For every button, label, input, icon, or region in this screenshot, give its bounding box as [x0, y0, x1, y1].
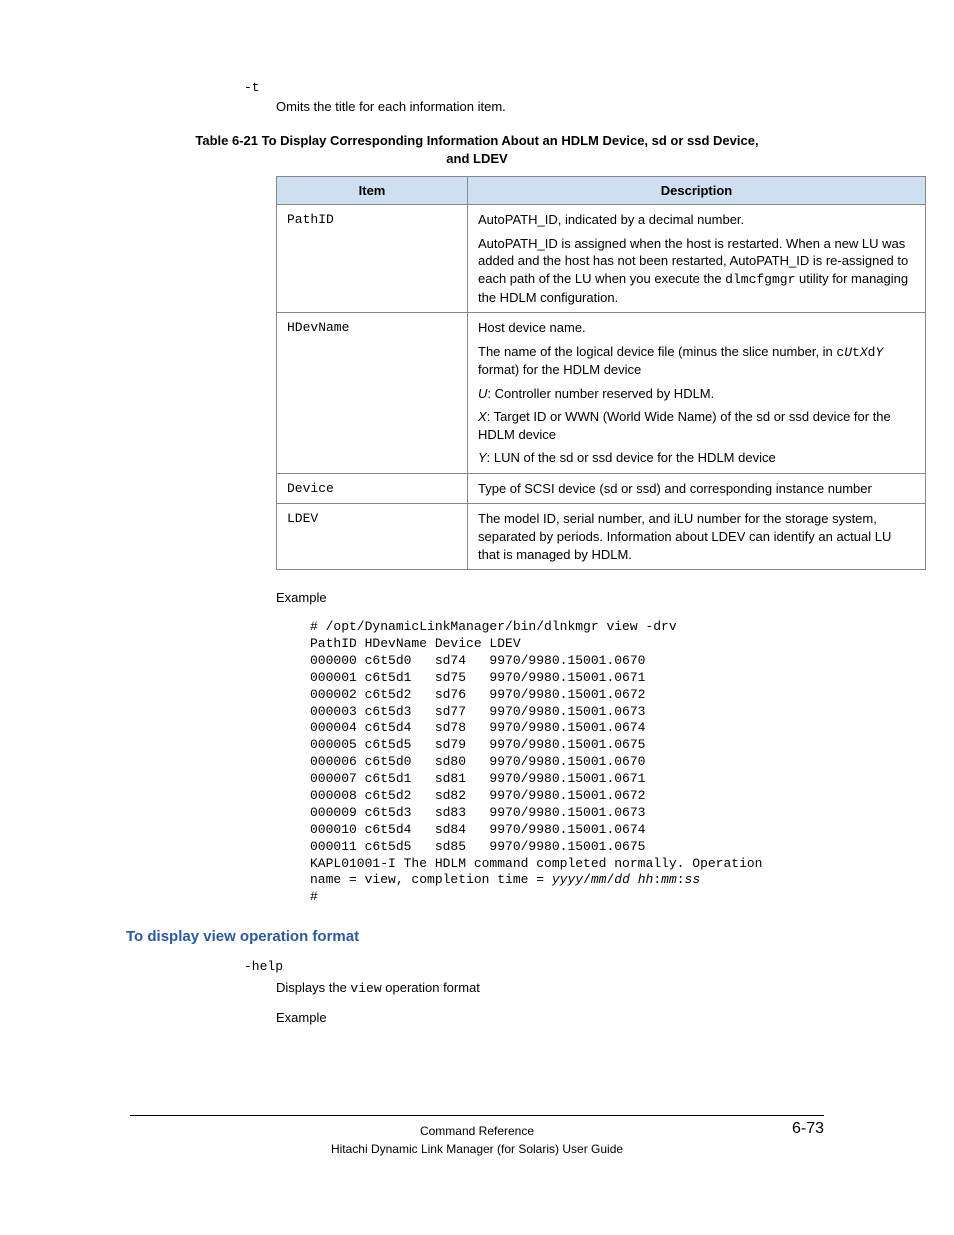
code-line: PathID HDevName Device LDEV: [310, 636, 521, 651]
desc-part: : Controller number reserved by HDLM.: [487, 386, 714, 401]
code-line: 000002 c6t5d2 sd76 9970/9980.15001.0672: [310, 687, 645, 702]
page-footer: Command Reference Hitachi Dynamic Link M…: [130, 1115, 824, 1158]
code-line: #: [310, 889, 318, 904]
inline-code: dlmcfgmgr: [725, 272, 795, 287]
cell-item: LDEV: [277, 504, 468, 570]
code-line: 000011 c6t5d5 sd85 9970/9980.15001.0675: [310, 839, 645, 854]
code-block: # /opt/DynamicLinkManager/bin/dlnkmgr vi…: [310, 619, 864, 906]
inline-var: U: [478, 386, 487, 401]
page-number: 6-73: [792, 1120, 824, 1138]
code-line: 000005 c6t5d5 sd79 9970/9980.15001.0675: [310, 737, 645, 752]
table-row: PathID AutoPATH_ID, indicated by a decim…: [277, 205, 926, 313]
code-line: 000006 c6t5d0 sd80 9970/9980.15001.0670: [310, 754, 645, 769]
code-line: 000007 c6t5d1 sd81 9970/9980.15001.0671: [310, 771, 645, 786]
code-line: 000004 c6t5d4 sd78 9970/9980.15001.0674: [310, 720, 645, 735]
option-help-description: Displays the view operation format: [276, 980, 864, 996]
cell-item: PathID: [277, 205, 468, 313]
inline-var: U: [844, 345, 852, 360]
table-caption: Table 6-21 To Display Corresponding Info…: [187, 132, 767, 168]
inline-var: X: [860, 345, 868, 360]
desc-text: AutoPATH_ID is assigned when the host is…: [478, 235, 915, 306]
desc-part: : Target ID or WWN (World Wide Name) of …: [478, 409, 891, 442]
example-label: Example: [276, 1010, 864, 1025]
desc-text: AutoPATH_ID, indicated by a decimal numb…: [478, 211, 915, 229]
cell-description: Type of SCSI device (sd or ssd) and corr…: [468, 473, 926, 504]
cell-description: Host device name. The name of the logica…: [468, 313, 926, 474]
desc-text: Y: LUN of the sd or ssd device for the H…: [478, 449, 915, 467]
footer-title: Command Reference: [130, 1122, 824, 1140]
code-line: 000009 c6t5d3 sd83 9970/9980.15001.0673: [310, 805, 645, 820]
footer-subtitle: Hitachi Dynamic Link Manager (for Solari…: [130, 1140, 824, 1158]
option-t: -t: [244, 80, 864, 95]
code-line: name = view, completion time = yyyy/mm/d…: [310, 872, 700, 887]
option-help: -help: [244, 959, 864, 974]
inline-var: X: [478, 409, 487, 424]
desc-part: Displays the: [276, 980, 350, 995]
info-table: Item Description PathID AutoPATH_ID, ind…: [276, 176, 926, 570]
inline-var: Y: [875, 345, 883, 360]
table-row: Device Type of SCSI device (sd or ssd) a…: [277, 473, 926, 504]
option-t-description: Omits the title for each information ite…: [276, 99, 864, 114]
desc-text: X: Target ID or WWN (World Wide Name) of…: [478, 408, 915, 443]
inline-var: Y: [478, 450, 487, 465]
desc-part: format) for the HDLM device: [478, 362, 641, 377]
cell-item: Device: [277, 473, 468, 504]
code-line: # /opt/DynamicLinkManager/bin/dlnkmgr vi…: [310, 619, 677, 634]
desc-part: The name of the logical device file (min…: [478, 344, 836, 359]
section-heading: To display view operation format: [126, 928, 864, 945]
cell-description: The model ID, serial number, and iLU num…: [468, 504, 926, 570]
code-line: 000001 c6t5d1 sd75 9970/9980.15001.0671: [310, 670, 645, 685]
cell-description: AutoPATH_ID, indicated by a decimal numb…: [468, 205, 926, 313]
desc-text: Host device name.: [478, 319, 915, 337]
col-header-description: Description: [468, 177, 926, 205]
code-line: 000003 c6t5d3 sd77 9970/9980.15001.0673: [310, 704, 645, 719]
example-label: Example: [276, 590, 864, 605]
desc-text: U: Controller number reserved by HDLM.: [478, 385, 915, 403]
desc-text: The name of the logical device file (min…: [478, 343, 915, 379]
inline-code: view: [350, 981, 381, 996]
code-line: 000008 c6t5d2 sd82 9970/9980.15001.0672: [310, 788, 645, 803]
desc-part: operation format: [382, 980, 480, 995]
code-line: 000000 c6t5d0 sd74 9970/9980.15001.0670: [310, 653, 645, 668]
code-line: KAPL01001-I The HDLM command completed n…: [310, 856, 770, 871]
desc-part: : LUN of the sd or ssd device for the HD…: [487, 450, 776, 465]
col-header-item: Item: [277, 177, 468, 205]
table-row: HDevName Host device name. The name of t…: [277, 313, 926, 474]
cell-item: HDevName: [277, 313, 468, 474]
inline-code: t: [852, 345, 860, 360]
table-row: LDEV The model ID, serial number, and iL…: [277, 504, 926, 570]
code-line: 000010 c6t5d4 sd84 9970/9980.15001.0674: [310, 822, 645, 837]
